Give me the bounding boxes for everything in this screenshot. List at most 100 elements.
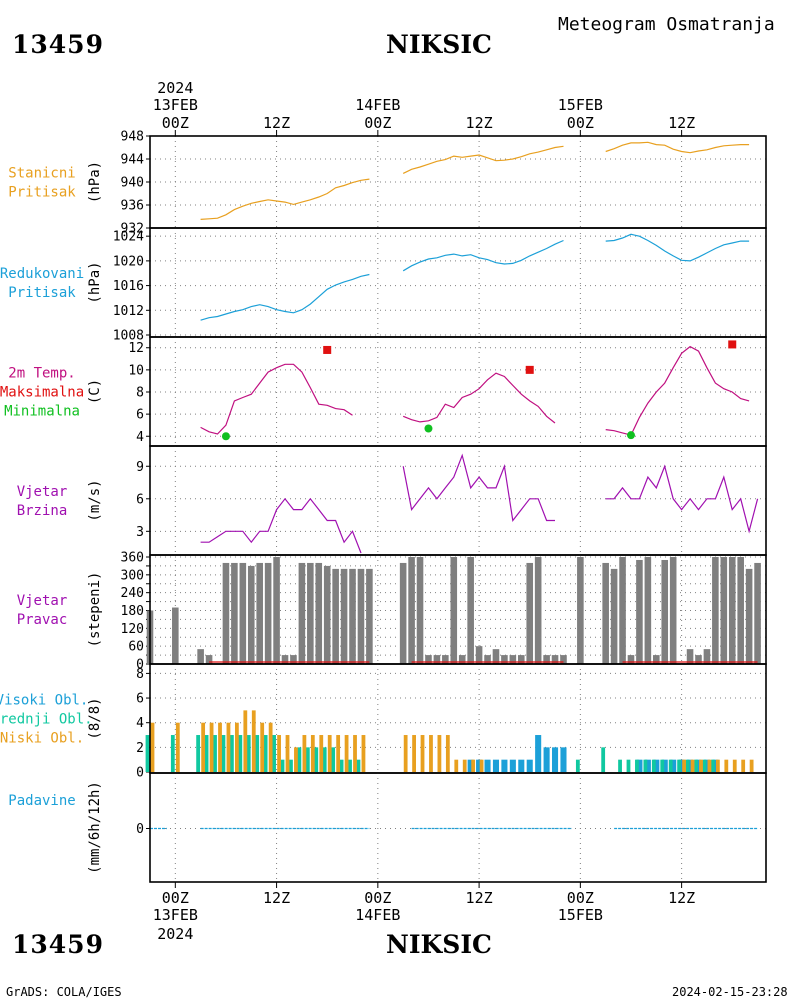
time-tick-label-bottom: 00Z bbox=[162, 889, 189, 907]
cloud-bar bbox=[412, 735, 416, 772]
wind-direction-bar bbox=[349, 568, 356, 664]
time-tick-label-bottom: 00Z bbox=[364, 889, 391, 907]
cloud-bar bbox=[145, 735, 150, 772]
y-tick-label: 1020 bbox=[113, 254, 144, 269]
time-tick-label-top: 00Z bbox=[364, 114, 391, 132]
wind-direction-bar bbox=[492, 649, 500, 664]
panel-frame bbox=[149, 336, 767, 447]
cloud-bar bbox=[707, 759, 712, 772]
cloud-bar bbox=[702, 759, 707, 772]
wind-direction-bar bbox=[442, 655, 449, 664]
y-tick-label: 180 bbox=[121, 604, 144, 619]
wind-direction-bar bbox=[712, 557, 719, 664]
panels-layer: 932936940944948(hPa)StanicniPritisak1008… bbox=[0, 130, 767, 883]
cloud-bar bbox=[403, 735, 408, 772]
wind-direction-bar bbox=[366, 568, 373, 664]
wind-direction-bar bbox=[745, 568, 753, 664]
wind-direction-bar bbox=[467, 557, 474, 664]
panel-label: Pritisak bbox=[8, 185, 76, 201]
wind-direction-bar bbox=[231, 562, 238, 664]
cloud-bar bbox=[484, 759, 491, 772]
cloud-bar bbox=[476, 759, 483, 772]
cloud-bar bbox=[703, 759, 710, 772]
wind-direction-bar bbox=[627, 655, 635, 664]
series-line bbox=[200, 497, 362, 554]
cloud-bar bbox=[492, 759, 500, 772]
cloud-bar bbox=[218, 722, 222, 772]
wind-direction-bar bbox=[340, 568, 348, 664]
series-line bbox=[605, 464, 759, 534]
cloud-bar bbox=[618, 759, 622, 772]
date-label-top: 15FEB bbox=[558, 96, 603, 114]
wind-direction-bar bbox=[610, 568, 618, 664]
cloud-bar bbox=[668, 759, 673, 772]
y-tick-label: 944 bbox=[121, 153, 145, 168]
wind-direction-bar bbox=[332, 568, 339, 664]
station-id-bottom: 13459 bbox=[12, 930, 104, 959]
series-line bbox=[402, 239, 564, 272]
panel-label: Brzina bbox=[17, 503, 68, 519]
wind-direction-bar bbox=[551, 655, 559, 664]
panel-clouds: 0 2 4 6 8 (8/8)Visoki Obl. Srednji Obl. Niski O… bbox=[0, 663, 767, 781]
wind-direction-bar bbox=[239, 562, 247, 664]
cloud-bar bbox=[319, 735, 324, 772]
wind-direction-bar bbox=[450, 557, 458, 664]
max-temp-marker bbox=[323, 345, 332, 354]
panel-label: Maksimalna bbox=[0, 385, 84, 401]
wind-direction-bar bbox=[290, 655, 297, 664]
wind-direction-bar bbox=[560, 655, 567, 664]
product-title: Meteogram Osmatranja bbox=[558, 14, 775, 35]
panel-label: Minimalna bbox=[4, 404, 80, 420]
cloud-bar bbox=[297, 747, 302, 772]
time-tick-label-top: 00Z bbox=[162, 114, 189, 132]
panel-label: Pravac bbox=[17, 612, 68, 628]
cloud-bar bbox=[280, 759, 285, 772]
wind-direction-bar bbox=[484, 655, 491, 664]
cloud-bar bbox=[715, 759, 720, 772]
panel-label: 2m Temp. bbox=[8, 366, 75, 382]
wind-direction-bar bbox=[728, 557, 736, 664]
year-label-bottom: 2024 bbox=[157, 925, 193, 943]
cloud-bar bbox=[201, 722, 206, 772]
cloud-bar bbox=[429, 735, 433, 772]
y-tick-label: 948 bbox=[121, 130, 144, 145]
wind-direction-bar bbox=[703, 649, 711, 664]
time-axis-layer: 202413FEB13FEB14FEB14FEB15FEB15FEB00Z00Z… bbox=[153, 79, 695, 943]
panel-wind_speed: 3 6 9 (m/s) Vjetar Brzina bbox=[17, 445, 767, 556]
wind-direction-bar bbox=[737, 557, 744, 664]
cloud-bar bbox=[294, 747, 298, 772]
y-axis-unit: (hPa) bbox=[87, 161, 103, 203]
date-label-top: 14FEB bbox=[355, 96, 400, 114]
y-tick-label: 0 bbox=[136, 766, 144, 781]
wind-direction-bar bbox=[298, 562, 306, 664]
time-tick-label-bottom: 12Z bbox=[466, 889, 493, 907]
cloud-bar bbox=[170, 735, 175, 772]
cloud-bar bbox=[246, 735, 251, 772]
cloud-bar bbox=[749, 759, 754, 772]
y-tick-label: 240 bbox=[121, 586, 144, 601]
y-tick-label: 8 bbox=[136, 667, 144, 682]
y-tick-label: 6 bbox=[136, 408, 144, 423]
y-tick-label: 10 bbox=[128, 363, 144, 378]
wind-direction-bar bbox=[509, 655, 517, 664]
cloud-bar bbox=[322, 747, 327, 772]
y-axis-unit: (stepeni) bbox=[87, 572, 103, 648]
cloud-bar bbox=[635, 759, 639, 772]
cloud-bar bbox=[437, 735, 442, 772]
wind-direction-bar bbox=[205, 655, 213, 664]
cloud-bar bbox=[677, 759, 682, 772]
time-tick-label-top: 12Z bbox=[668, 114, 695, 132]
cloud-bar bbox=[204, 735, 209, 772]
cloud-bar bbox=[660, 759, 665, 772]
series-line bbox=[605, 233, 750, 262]
time-tick-label-top: 12Z bbox=[263, 114, 290, 132]
wind-direction-bar bbox=[264, 562, 272, 664]
series-line bbox=[200, 273, 370, 321]
max-temp-marker bbox=[525, 365, 534, 374]
cloud-bar bbox=[601, 747, 606, 772]
y-tick-label: 1024 bbox=[113, 230, 144, 245]
y-tick-label: 0 bbox=[136, 822, 144, 837]
date-label-bottom: 15FEB bbox=[558, 906, 603, 924]
cloud-bar bbox=[479, 759, 484, 772]
cloud-bar bbox=[263, 735, 268, 772]
